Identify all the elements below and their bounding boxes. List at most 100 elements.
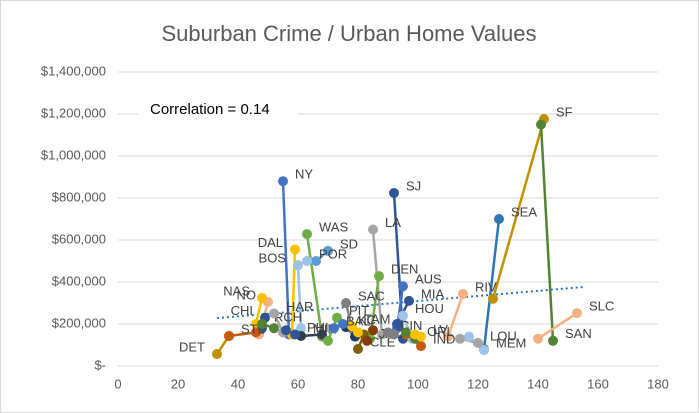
point [338, 319, 348, 329]
point-label: ORL [427, 324, 454, 339]
y-tick-label: $600,000 [52, 231, 106, 246]
point-label: NY [295, 167, 313, 182]
y-tick-label: $- [94, 357, 106, 372]
point-label: CLE [370, 334, 396, 349]
point [479, 345, 489, 356]
point [416, 341, 426, 352]
y-tick-label: $1,000,000 [41, 147, 106, 162]
series-line [446, 293, 465, 338]
point [494, 214, 504, 224]
point-label: POR [319, 246, 347, 261]
point-label: HOU [415, 301, 444, 316]
point-label: DEN [391, 262, 418, 277]
point [302, 229, 312, 240]
y-tick-label: $1,400,000 [41, 63, 106, 78]
series-line [296, 265, 303, 329]
point-label: LV [433, 322, 448, 337]
y-tick-label: $1,200,000 [41, 105, 106, 120]
point-label: SJ [406, 178, 421, 193]
point [410, 329, 420, 340]
point [311, 256, 321, 266]
point-label: WAS [319, 220, 348, 235]
point-label: MIA [421, 286, 444, 301]
point-label: SEA [511, 204, 537, 219]
x-tick-label: 140 [527, 376, 549, 391]
annotation: Correlation = 0.14 [150, 101, 270, 118]
point [389, 187, 399, 198]
point [392, 319, 402, 329]
point [368, 224, 378, 235]
point-label: DAL [258, 235, 283, 250]
point-label: LA [385, 215, 401, 230]
point-label: RIV [475, 279, 497, 294]
point [353, 327, 363, 338]
point [281, 325, 291, 336]
x-tick-label: 100 [407, 376, 429, 391]
point [458, 288, 468, 299]
y-tick-label: $200,000 [52, 315, 106, 330]
point [533, 333, 543, 344]
point [323, 245, 333, 256]
point [404, 295, 414, 306]
point [290, 244, 300, 255]
series-line [539, 124, 555, 341]
point [536, 119, 546, 130]
point [323, 335, 333, 346]
point [473, 337, 483, 348]
x-tick-label: 80 [351, 376, 365, 391]
point [212, 349, 222, 360]
point-label: RCH [274, 309, 302, 324]
point [269, 308, 279, 319]
series-line [281, 181, 291, 335]
x-tick-label: 180 [647, 376, 669, 391]
point [347, 321, 357, 332]
point [290, 329, 300, 340]
point-label: SLC [589, 299, 614, 314]
point-label: SD [340, 236, 358, 251]
point-label: MEM [496, 335, 526, 350]
point-label: DET [179, 339, 205, 354]
point [398, 281, 408, 292]
series-line [482, 218, 501, 350]
point-label: LOU [490, 328, 517, 343]
chart-title: Suburban Crime / Urban Home Values [162, 21, 537, 46]
series-line [537, 312, 578, 340]
point-label: SAC [358, 288, 385, 303]
plot-area: $- $200,000 $400,000 $600,000 $800,000 $1,000… [41, 63, 669, 391]
point [341, 298, 351, 308]
point-label: CHI [231, 303, 253, 318]
point-label: BAL [346, 314, 371, 329]
point [398, 310, 408, 321]
x-tick-label: 120 [467, 376, 489, 391]
point-label: AUS [415, 272, 442, 287]
y-tick-label: $400,000 [52, 273, 106, 288]
point [257, 319, 267, 329]
point [296, 323, 306, 334]
point [455, 333, 465, 344]
x-tick-label: 0 [114, 376, 121, 391]
point-label: NO [237, 287, 257, 302]
point [302, 256, 312, 266]
point [257, 292, 267, 303]
series-line [491, 118, 546, 300]
y-tick-label: $800,000 [52, 189, 106, 204]
point [329, 323, 339, 334]
point [443, 331, 453, 342]
point [548, 335, 558, 346]
point [362, 335, 372, 346]
point [401, 327, 411, 338]
point-label: HAR [286, 299, 313, 314]
point [353, 343, 363, 354]
point-label: BOS [259, 251, 287, 266]
point-label: PIT [349, 303, 369, 318]
point [368, 325, 378, 336]
point-label: KC [358, 313, 376, 328]
x-tick-label: 160 [587, 376, 609, 391]
x-tick-label: 40 [231, 376, 245, 391]
point [374, 271, 384, 282]
series-line [305, 233, 324, 337]
point-label: SF [556, 104, 573, 119]
point-label: IND [433, 331, 455, 346]
